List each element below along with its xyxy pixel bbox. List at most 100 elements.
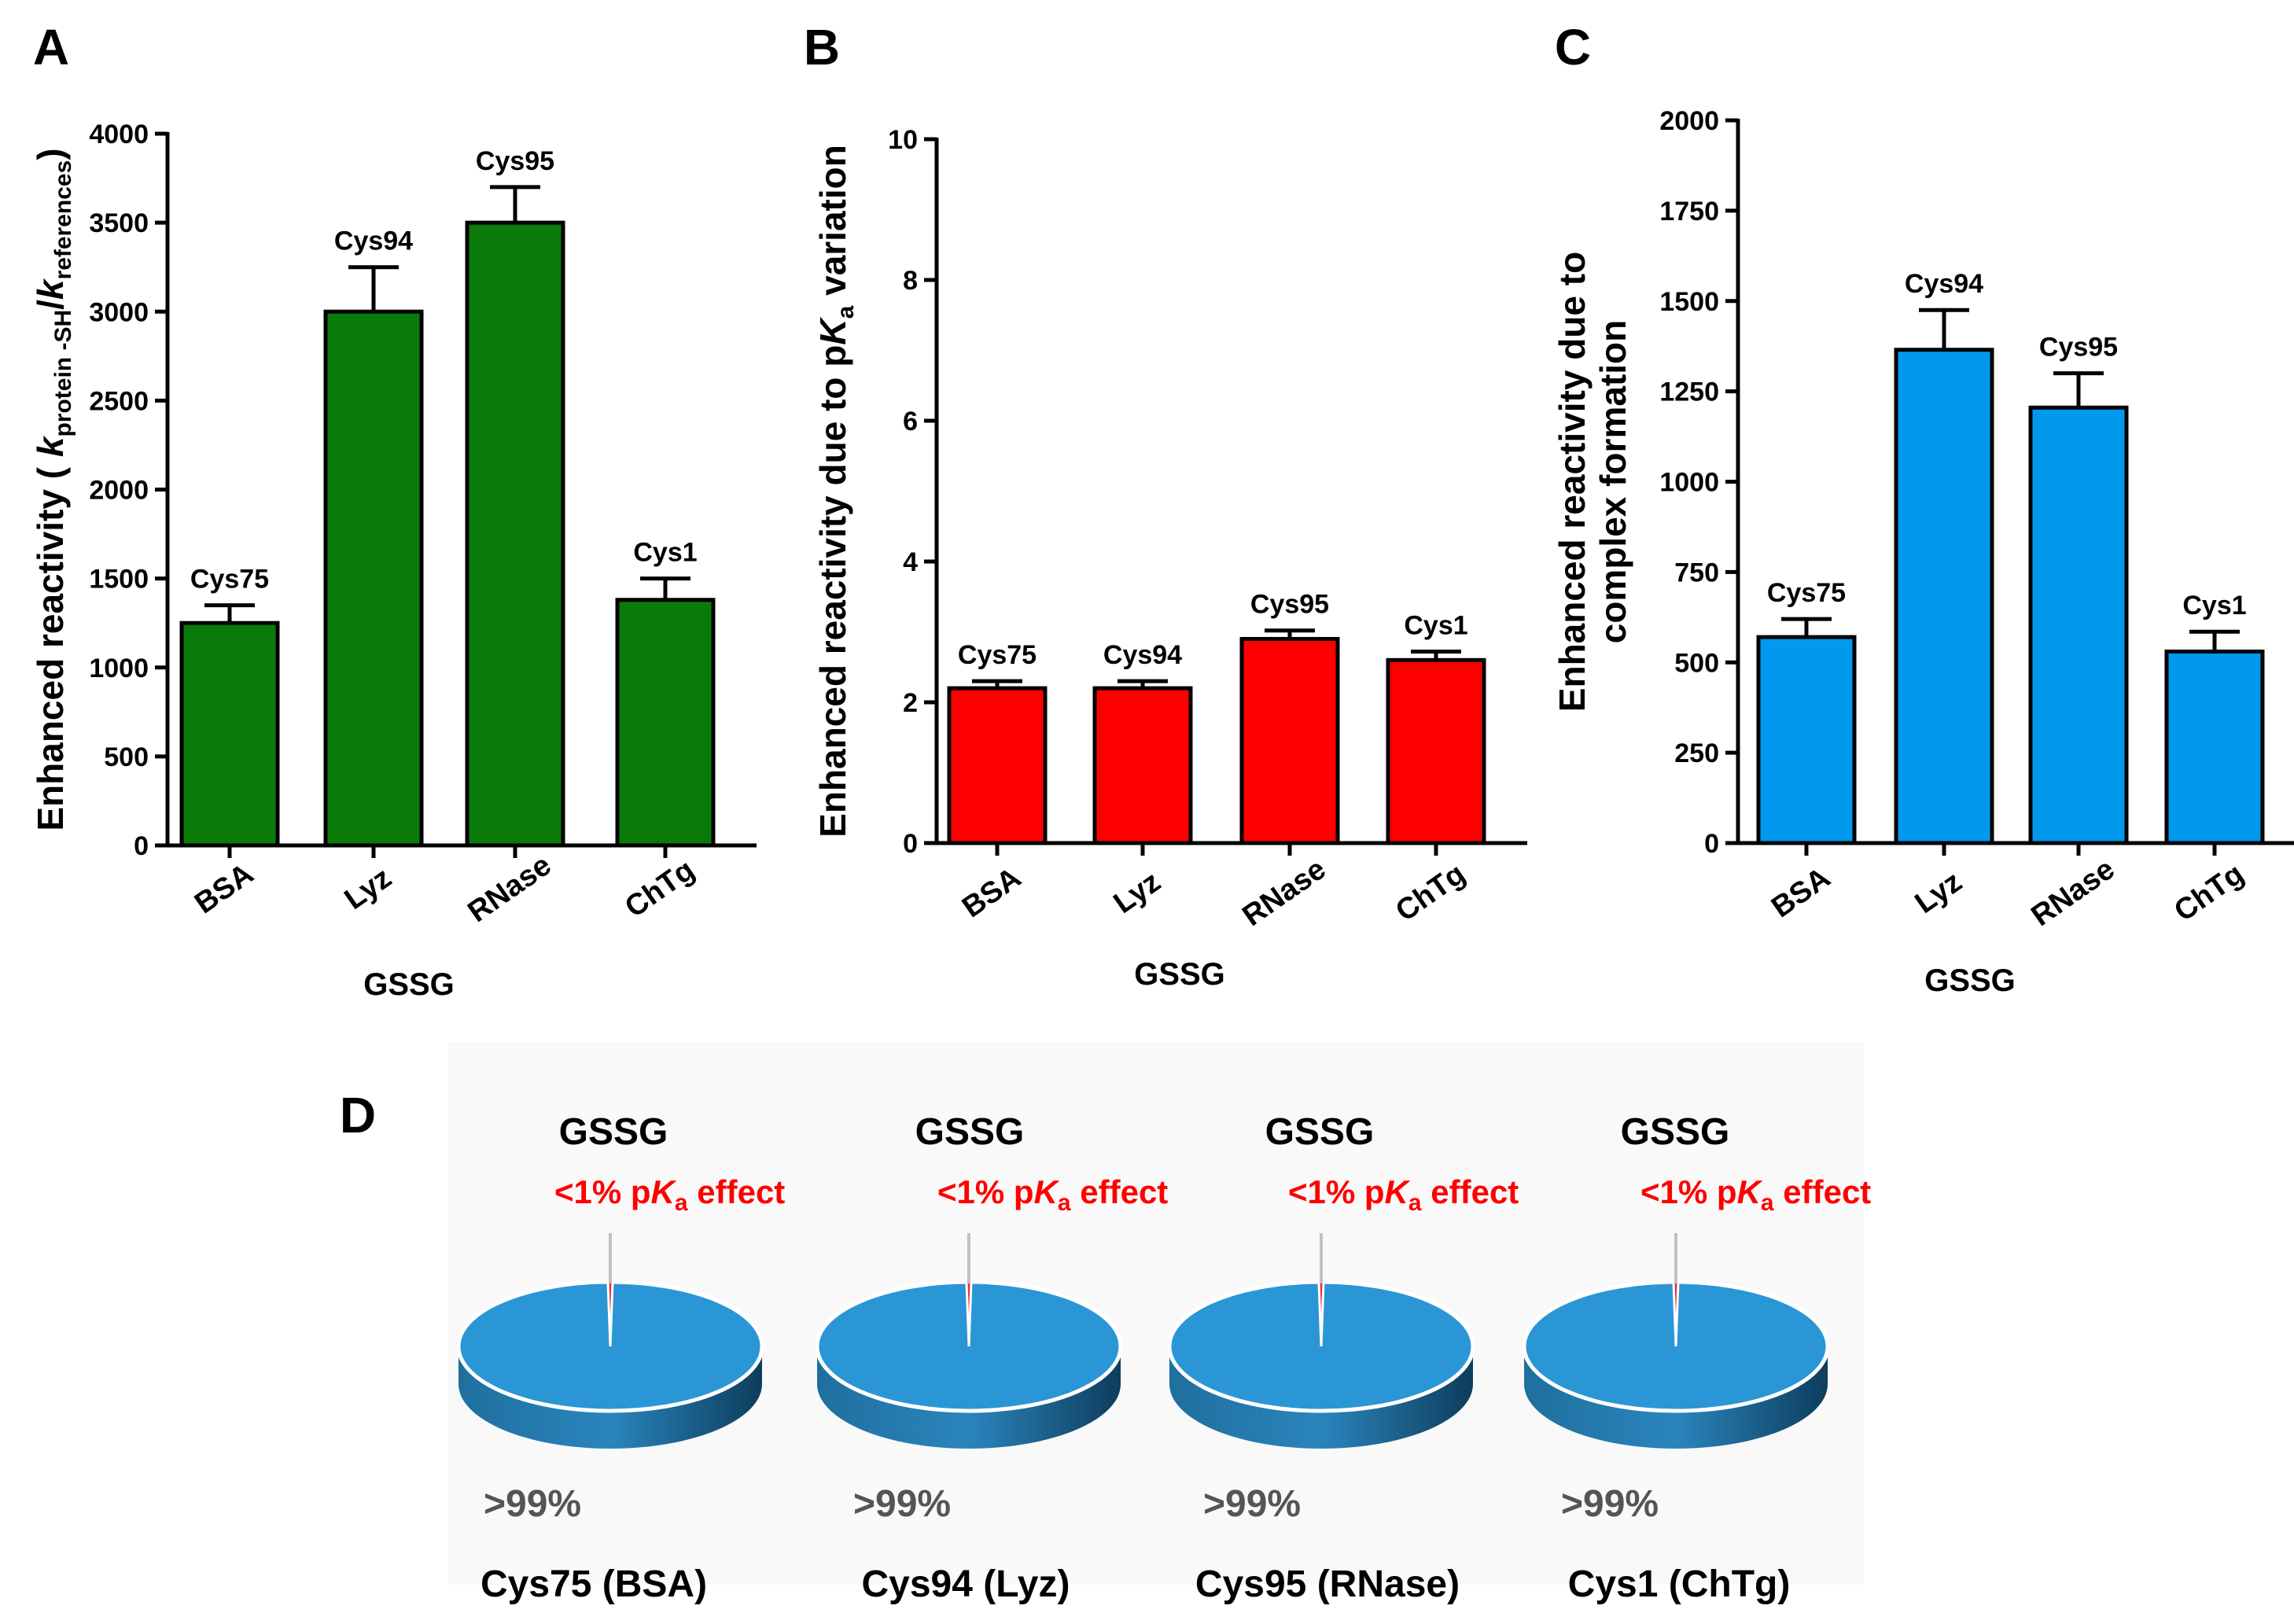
x-axis-title: GSSG xyxy=(1134,957,1225,992)
bar xyxy=(1239,636,1340,845)
pie-minor-label: <1% pKa effect xyxy=(937,1173,1168,1216)
bar xyxy=(2164,649,2265,845)
pie-minor-label-subscript: a xyxy=(1408,1190,1422,1216)
pie-minor-label-part: K xyxy=(1737,1173,1763,1210)
pie-minor-label-part: K xyxy=(1385,1173,1411,1210)
y-tick-label: 1750 xyxy=(1659,197,1719,226)
bar xyxy=(2028,405,2129,845)
bar-data-label: Cys95 xyxy=(1250,590,1329,620)
panel-letter: B xyxy=(804,19,840,75)
pie-minor-label-part: <1% p xyxy=(1288,1173,1385,1210)
y-tick-label: 500 xyxy=(104,742,149,772)
pie-side xyxy=(1169,1346,1473,1449)
y-title-part: variation xyxy=(812,145,853,306)
y-tick-label: 0 xyxy=(134,831,149,861)
y-tick-label: 1500 xyxy=(1659,287,1719,317)
bar-data-label: Cys1 xyxy=(1404,611,1467,641)
category-label: ChTg xyxy=(2168,857,2250,928)
bar xyxy=(323,309,424,848)
category-label: ChTg xyxy=(1390,857,1471,928)
y-tick-label: 2000 xyxy=(89,476,149,506)
bar xyxy=(1386,657,1486,845)
pie-minor-label-part: <1% p xyxy=(554,1173,651,1210)
bar xyxy=(1092,686,1193,845)
y-title-part: k xyxy=(30,278,71,300)
pie-side xyxy=(458,1346,762,1449)
y-axis-title-line: Enhanced reactivity due to xyxy=(1552,252,1593,712)
panel-letter: D xyxy=(340,1087,376,1143)
bar xyxy=(615,598,716,848)
y-title-part: / xyxy=(30,300,71,310)
y-tick-label: 10 xyxy=(888,125,918,155)
panel-letter: A xyxy=(33,19,69,75)
y-tick-label: 0 xyxy=(903,829,918,859)
pie-caption: Cys94 (Lyz) xyxy=(862,1563,1070,1605)
pie-minor-label-subscript: a xyxy=(675,1190,688,1216)
category-label: BSA xyxy=(1766,861,1836,924)
category-label: BSA xyxy=(956,861,1027,924)
bar-data-label: Cys1 xyxy=(2182,591,2246,621)
y-tick-label: 2 xyxy=(903,688,918,718)
y-tick-label: 4000 xyxy=(89,120,149,149)
pie-title: GSSG xyxy=(915,1111,1025,1153)
bar-data-label: Cys1 xyxy=(633,538,697,568)
y-tick-label: 2000 xyxy=(1659,106,1719,136)
category-label: RNase xyxy=(1237,853,1332,933)
pie-side xyxy=(817,1346,1121,1449)
pie-minor-label: <1% pKa effect xyxy=(554,1173,785,1216)
pie-minor-label-part: <1% p xyxy=(1640,1173,1737,1210)
bar xyxy=(1756,635,1857,845)
panel-c: C 0 250 500 750 1000 1250 1500 1750 2000 Cys75 BSA C… xyxy=(1552,19,2294,998)
y-title-subscript: protein -SH xyxy=(50,310,76,437)
pie-major-label: >99% xyxy=(1203,1483,1301,1525)
pie-minor-label-part: effect xyxy=(1774,1173,1872,1210)
y-tick-label: 250 xyxy=(1674,738,1719,768)
pie-title: GSSG xyxy=(559,1111,668,1153)
category-label: Lyz xyxy=(339,861,398,916)
y-tick-label: 750 xyxy=(1674,558,1719,587)
bar xyxy=(947,686,1048,845)
bar-data-label: Cys75 xyxy=(1767,578,1846,608)
category-label: Lyz xyxy=(1108,865,1167,920)
pie-major-label: >99% xyxy=(1561,1483,1659,1525)
x-axis-title: GSSG xyxy=(1924,963,2016,998)
pie-minor-label-subscript: a xyxy=(1761,1190,1774,1216)
bar-data-label: Cys75 xyxy=(190,565,269,595)
y-title-part: ) xyxy=(30,148,71,160)
y-title-part: k xyxy=(30,435,71,457)
y-tick-label: 3000 xyxy=(89,297,149,327)
y-tick-label: 1000 xyxy=(89,654,149,683)
y-tick-label: 500 xyxy=(1674,648,1719,678)
category-label: Lyz xyxy=(1909,865,1968,920)
y-title-part: K xyxy=(812,317,853,345)
bar-data-label: Cys94 xyxy=(1103,640,1182,670)
pie-minor-label-part: K xyxy=(1034,1173,1060,1210)
category-label: BSA xyxy=(189,857,260,920)
y-tick-label: 0 xyxy=(1704,829,1719,859)
y-title-subscript: a xyxy=(833,305,859,319)
y-tick-label: 2500 xyxy=(89,386,149,416)
pie-side xyxy=(1524,1346,1828,1449)
pie-title: GSSG xyxy=(1621,1111,1730,1153)
y-axis-title: Enhanced reactivity due to pKa variation xyxy=(812,145,859,838)
pie-major-label: >99% xyxy=(484,1483,581,1525)
pie-minor-label-part: K xyxy=(651,1173,677,1210)
pie-minor-label: <1% pKa effect xyxy=(1640,1173,1871,1216)
y-tick-label: 4 xyxy=(903,547,918,577)
bar-data-label: Cys94 xyxy=(1905,269,1983,299)
y-tick-label: 8 xyxy=(903,266,918,296)
bar-data-label: Cys94 xyxy=(334,226,413,256)
y-title-part: Enhanced reactivity ( xyxy=(30,457,71,831)
pie-minor-label-part: <1% p xyxy=(937,1173,1034,1210)
y-tick-label: 3500 xyxy=(89,208,149,238)
pie-minor-label-part: effect xyxy=(1071,1173,1169,1210)
category-label: RNase xyxy=(2026,853,2121,933)
category-label: RNase xyxy=(462,849,558,929)
y-title-part: Enhanced reactivity due to p xyxy=(812,345,853,838)
pie-title: GSSG xyxy=(1265,1111,1375,1153)
pie-minor-label-part: effect xyxy=(688,1173,786,1210)
panel-d: D GSSG<1% pKa effect>99%Cys75 (BSA)GSSG<1… xyxy=(340,1087,1871,1605)
pie-minor-label-part: effect xyxy=(1422,1173,1519,1210)
y-axis-title-line: complex formation xyxy=(1593,320,1633,644)
bar xyxy=(1894,348,1994,845)
